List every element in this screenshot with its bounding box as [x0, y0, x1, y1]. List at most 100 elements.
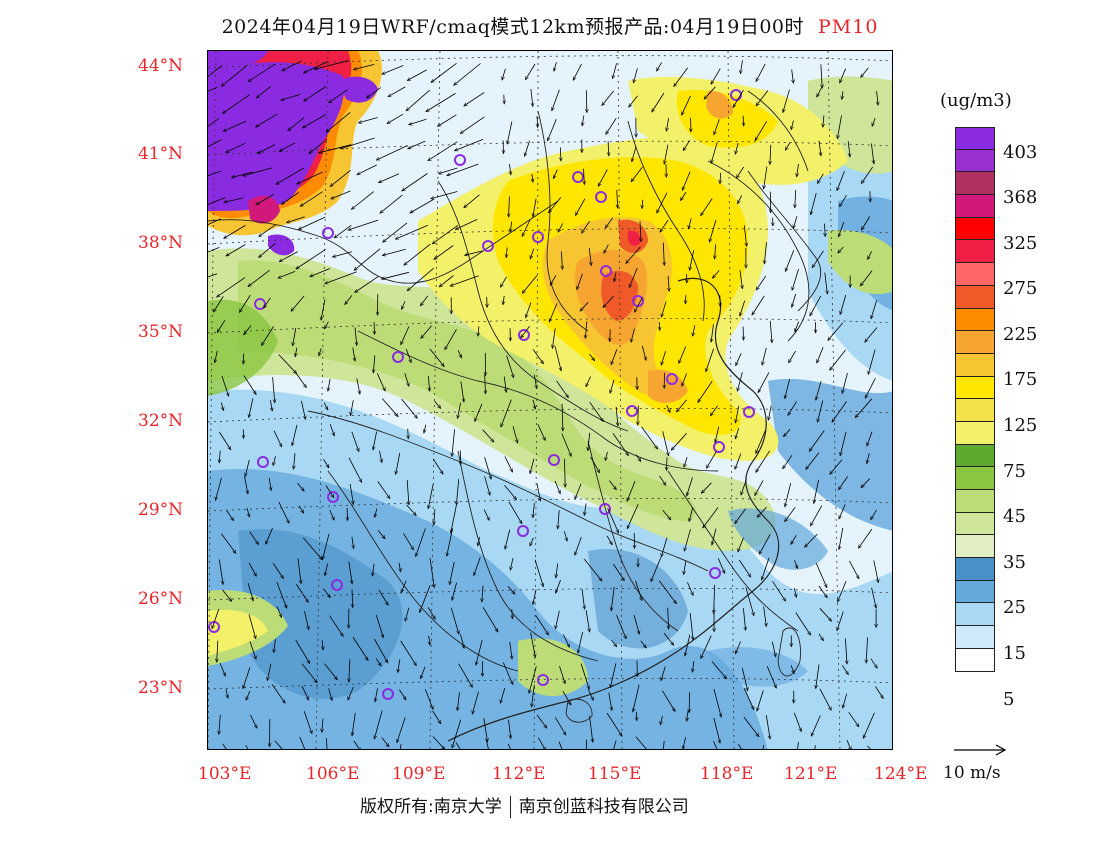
wind-vector	[530, 248, 535, 259]
wind-vector	[867, 453, 870, 464]
wind-vector	[330, 169, 351, 186]
wind-vector	[735, 428, 740, 439]
wind-vector	[819, 688, 832, 711]
wind-vector	[432, 736, 445, 749]
wind-vector	[537, 116, 538, 127]
wind-vector	[324, 321, 329, 329]
wind-vector	[472, 691, 479, 714]
wind-vector	[212, 608, 220, 629]
wind-vector	[676, 399, 687, 412]
wind-vector	[319, 144, 352, 153]
wind-vector	[735, 508, 747, 524]
wind-vector	[476, 640, 483, 665]
wind-vector	[347, 686, 354, 700]
wind-vector	[794, 588, 796, 597]
wind-vector	[219, 662, 226, 676]
wind-vector	[711, 142, 718, 163]
wind-vector	[662, 690, 676, 712]
wind-vector	[270, 400, 272, 411]
wind-vector	[276, 606, 283, 618]
wind-vector	[530, 458, 535, 474]
wind-vector	[226, 689, 228, 698]
wind-vector	[755, 430, 766, 454]
wind-vector	[757, 506, 767, 517]
wind-vector	[458, 402, 461, 419]
wind-vector	[791, 534, 797, 544]
wind-vector	[560, 147, 561, 161]
wind-vector	[812, 250, 824, 268]
wind-vector	[631, 166, 643, 182]
wind-vector	[815, 562, 828, 588]
wind-vector	[743, 225, 746, 246]
wind-vector	[532, 173, 533, 182]
wind-vector	[684, 456, 688, 467]
wind-vector	[555, 610, 560, 629]
wind-vector	[447, 528, 453, 556]
wind-vector	[401, 398, 418, 418]
wind-vector	[861, 166, 873, 184]
wind-vector	[328, 688, 332, 700]
colorbar-swatch-23	[955, 648, 995, 672]
wind-vector	[589, 353, 595, 361]
colorbar-swatch-6	[955, 263, 995, 286]
wind-vector	[485, 374, 486, 394]
title-text: 2024年04月19日WRF/cmaq模式12km预报产品:04月19日00时	[221, 16, 804, 38]
wind-vector	[554, 62, 557, 71]
wind-vector	[631, 328, 635, 343]
wind-vector	[664, 144, 669, 165]
wind-vector	[585, 376, 591, 387]
wind-vector	[407, 69, 427, 81]
wind-vector	[662, 431, 669, 456]
wind-vector	[737, 372, 743, 391]
wind-vector	[875, 686, 884, 699]
wind-vector	[452, 429, 455, 456]
pm10-forecast-map	[207, 50, 893, 750]
wind-vector	[383, 222, 408, 242]
wind-vector	[340, 137, 375, 149]
wind-vector	[740, 300, 746, 317]
colorbar-label-175: 175	[1003, 369, 1038, 390]
wind-vector	[405, 607, 410, 621]
wind-vector	[503, 376, 506, 392]
footer-divider	[509, 796, 511, 818]
wind-vector	[549, 303, 558, 322]
wind-vector	[224, 197, 244, 203]
wind-vector	[783, 429, 791, 436]
wind-vector	[504, 94, 505, 104]
wind-vector	[276, 167, 304, 184]
wind-vector	[825, 223, 826, 237]
wind-vector	[408, 428, 409, 439]
wind-vector	[259, 243, 276, 257]
wind-vector	[640, 640, 647, 648]
wind-vector	[792, 268, 799, 290]
wind-vector	[208, 118, 220, 127]
wind-vector	[849, 560, 860, 579]
wind-vector	[651, 557, 662, 582]
wind-vector	[867, 745, 871, 749]
wind-vector	[506, 247, 507, 257]
colorbar-swatch-2	[955, 172, 995, 196]
colorbar-swatch-19	[955, 558, 995, 581]
colorbar-swatch-13	[955, 421, 995, 445]
wind-vector	[770, 144, 771, 165]
wind-vector	[224, 225, 246, 238]
wind-vector	[755, 63, 766, 82]
lat-label-32n: 32°N	[138, 411, 184, 431]
wind-vector	[713, 717, 720, 743]
wind-vector	[323, 588, 330, 598]
wind-vector	[431, 62, 457, 82]
wind-vector	[877, 91, 879, 105]
wind-vector	[208, 139, 222, 148]
wind-vector	[652, 92, 665, 112]
wind-vector	[482, 429, 494, 442]
wind-vector	[349, 659, 350, 682]
wind-vector	[323, 533, 330, 560]
wind-vector	[352, 712, 356, 736]
wind-vector	[563, 531, 567, 541]
wind-vector	[323, 459, 329, 468]
wind-vector	[752, 295, 765, 315]
wind-reference-label: 10 m/s	[943, 763, 1001, 783]
wind-vector	[610, 379, 615, 394]
wind-vector	[858, 528, 873, 548]
wind-vector	[769, 320, 772, 343]
